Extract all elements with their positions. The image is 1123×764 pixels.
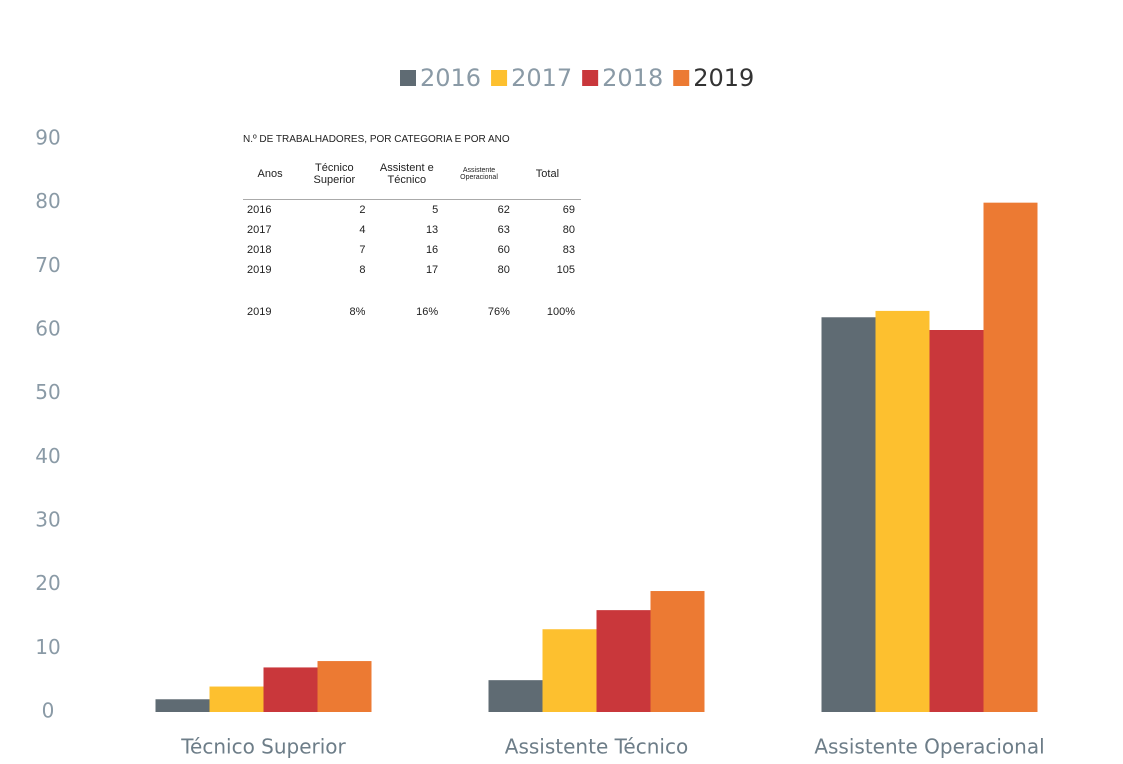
spacer-cell xyxy=(516,280,581,302)
bar xyxy=(209,686,264,712)
legend-label: 2017 xyxy=(511,64,572,92)
table-cell: 2 xyxy=(359,204,366,216)
table-cell: 83 xyxy=(562,244,575,256)
table-cell: 62 xyxy=(497,204,510,216)
legend-swatch xyxy=(491,70,508,86)
bar xyxy=(650,591,705,712)
spacer-cell xyxy=(371,280,444,302)
spacer-cell xyxy=(299,280,371,302)
table-cell: 69 xyxy=(562,204,575,216)
bar xyxy=(875,310,930,712)
y-tick-label: 70 xyxy=(35,253,60,277)
legend-swatch xyxy=(582,70,599,86)
table-row: 2017 4 13 63 80 xyxy=(243,220,581,240)
legend-swatch xyxy=(400,70,416,86)
x-tick-label: Técnico Superior xyxy=(180,735,346,759)
footer-row: 2019 8% 16% 76% 100% xyxy=(243,302,581,322)
footer-cell: 100% xyxy=(546,306,575,318)
y-tick-label: 20 xyxy=(35,571,60,595)
bar xyxy=(596,610,651,712)
table-cell: 5 xyxy=(432,204,439,216)
legend-swatch xyxy=(673,70,690,86)
legend-label: 2018 xyxy=(602,64,663,92)
y-tick-label: 10 xyxy=(35,635,60,659)
bar xyxy=(155,699,210,712)
legend-label: 2019 xyxy=(693,64,754,92)
footer-cell: 16% xyxy=(416,306,439,318)
bar xyxy=(263,667,318,712)
legend-label: 2016 xyxy=(420,64,481,92)
y-tick-label: 0 xyxy=(42,699,55,723)
header-row: Anos Técnico Superior Assistent e Técnico A… xyxy=(243,149,581,200)
table-cell: 4 xyxy=(359,224,366,236)
y-tick-label: 60 xyxy=(35,317,60,341)
table-cell: 80 xyxy=(562,224,575,236)
table-cell: 2018 xyxy=(247,244,272,256)
table-cell: 2016 xyxy=(247,204,272,216)
table-cell: 7 xyxy=(359,244,366,256)
table-row: 2018 7 16 60 83 xyxy=(243,240,581,260)
table-cell: 63 xyxy=(497,224,510,236)
header-cell: Total xyxy=(515,149,581,200)
table-cell: 13 xyxy=(425,224,439,236)
y-tick-label: 80 xyxy=(35,189,60,213)
header-cell: Assistent e Técnico xyxy=(371,149,445,200)
footer-cell: 76% xyxy=(487,306,510,318)
table-cell: 8 xyxy=(359,264,366,276)
table-cell: 16 xyxy=(425,244,439,256)
footer-cell: 8% xyxy=(349,306,366,318)
header-cell: Anos xyxy=(243,149,300,200)
table-cell: 2017 xyxy=(247,224,272,236)
bar xyxy=(821,317,876,712)
bar xyxy=(317,661,372,712)
spacer-row xyxy=(243,280,581,302)
header-cell: Técnico Superior xyxy=(299,149,372,200)
spacer-cell xyxy=(243,280,299,302)
table-cell: 105 xyxy=(556,264,575,276)
x-tick-label: Assistente Técnico xyxy=(505,735,688,759)
y-tick-label: 50 xyxy=(35,380,60,404)
spacer-cell xyxy=(444,280,516,302)
y-tick-label: 90 xyxy=(35,126,60,150)
bar xyxy=(488,680,543,712)
data-table: N.º DE TRABALHADORES, POR CATEGORIA E PO… xyxy=(243,134,583,322)
table-row: 2019 8 17 80 105 xyxy=(243,260,581,280)
table-cell: 80 xyxy=(497,264,510,276)
bar xyxy=(542,629,597,712)
table-cell: 17 xyxy=(425,264,439,276)
footer-cell: 2019 xyxy=(247,306,272,318)
table-title: N.º DE TRABALHADORES, POR CATEGORIA E PO… xyxy=(243,134,510,145)
y-tick-label: 30 xyxy=(35,508,60,532)
table-cell: 60 xyxy=(497,244,510,256)
header-cell: Assistente Operacional xyxy=(444,149,516,200)
table-row: 2016 2 5 62 69 xyxy=(243,200,581,221)
table-cell: 2019 xyxy=(247,264,272,276)
bar xyxy=(929,330,984,712)
x-tick-label: Assistente Operacional xyxy=(814,735,1044,759)
bar xyxy=(983,202,1038,712)
y-tick-label: 40 xyxy=(35,444,60,468)
table: Anos Técnico Superior Assistent e Técnico A… xyxy=(243,149,581,322)
table-body: 2016 2 5 62 69 2017 4 13 63 80 2018 7 16 60 83 2019 8 17 8… xyxy=(243,200,581,323)
